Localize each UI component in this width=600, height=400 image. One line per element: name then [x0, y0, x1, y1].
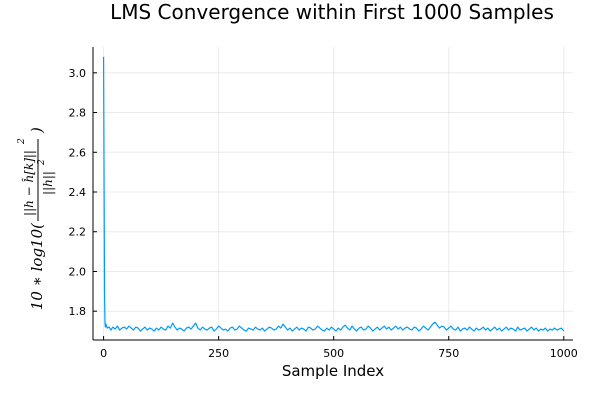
- x-tick-label: 500: [323, 347, 344, 360]
- x-tick-label: 750: [438, 347, 459, 360]
- series-line: [102, 56, 565, 332]
- y-label-numerator-exp: 2: [17, 138, 27, 145]
- y-label-prefix: 10 ∗ log10(: [28, 222, 46, 310]
- x-axis-label: Sample Index: [282, 362, 384, 380]
- grid: [93, 47, 573, 340]
- y-tick-label: 2.8: [69, 107, 87, 120]
- y-label-denominator-exp: 2: [37, 159, 47, 166]
- y-axis-label: 10 ∗ log10( ||h − ĥ[k]|| 2 ||h|| 2 ): [17, 127, 55, 310]
- y-label-suffix: ): [28, 127, 46, 134]
- y-tick-label: 2.6: [69, 146, 87, 159]
- y-tick-label: 1.8: [69, 305, 87, 318]
- y-tick-label: 2.0: [69, 265, 87, 278]
- x-tick-label: 0: [100, 347, 107, 360]
- y-tick-label: 2.4: [69, 186, 87, 199]
- y-tick-label: 3.0: [69, 67, 87, 80]
- x-tick-label: 250: [208, 347, 229, 360]
- y-label-numerator: ||h − ĥ[k]||: [21, 150, 36, 216]
- y-axis-ticks: 1.8 2.0 2.2 2.4 2.6 2.8 3.0: [69, 67, 97, 318]
- x-axis-ticks: 0 250 500 750 1000: [100, 336, 578, 360]
- y-label-denominator: ||h||: [41, 171, 55, 195]
- x-tick-label: 1000: [550, 347, 578, 360]
- chart-title: LMS Convergence within First 1000 Sample…: [110, 0, 554, 24]
- y-tick-label: 2.2: [69, 226, 87, 239]
